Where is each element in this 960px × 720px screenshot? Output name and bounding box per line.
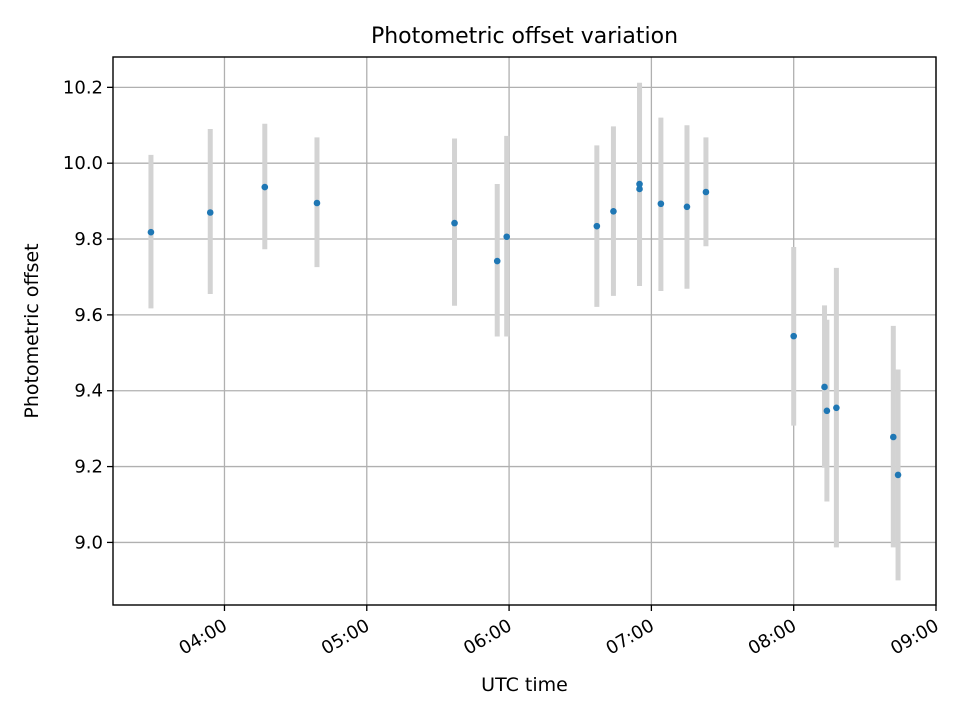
data-point [890, 433, 897, 441]
data-point [894, 471, 902, 479]
y-tick-label: 9.4 [74, 381, 103, 402]
data-point [493, 257, 501, 265]
data-point [702, 188, 710, 196]
y-tick-label: 10.0 [63, 153, 103, 174]
chart-title: Photometric offset variation [371, 24, 678, 49]
data-point [593, 222, 601, 230]
data-point [451, 219, 458, 227]
y-tick-label: 9.0 [74, 532, 103, 553]
data-point [636, 185, 643, 193]
data-point [147, 228, 155, 236]
data-point [503, 233, 511, 241]
data-point [821, 383, 828, 391]
y-tick-label: 9.8 [74, 229, 103, 250]
data-point [206, 209, 214, 216]
data-point [313, 199, 321, 207]
x-axis-label: UTC time [481, 674, 568, 696]
y-axis-label: Photometric offset [21, 243, 43, 418]
data-point [790, 332, 797, 340]
plot-frame [112, 56, 937, 606]
data-point [823, 407, 831, 415]
y-tick-label: 9.2 [74, 457, 103, 478]
data-point [610, 208, 617, 215]
data-points [147, 180, 902, 479]
data-point [657, 200, 665, 208]
data-point [636, 180, 643, 188]
y-axis-ticks: 9.0 9.2 9.4 9.6 9.8 10.0 10.2 [63, 77, 113, 553]
data-point [683, 203, 691, 211]
y-tick-label: 10.2 [63, 77, 103, 98]
y-tick-label: 9.6 [74, 305, 103, 326]
data-point [261, 183, 269, 191]
data-point [833, 404, 840, 412]
